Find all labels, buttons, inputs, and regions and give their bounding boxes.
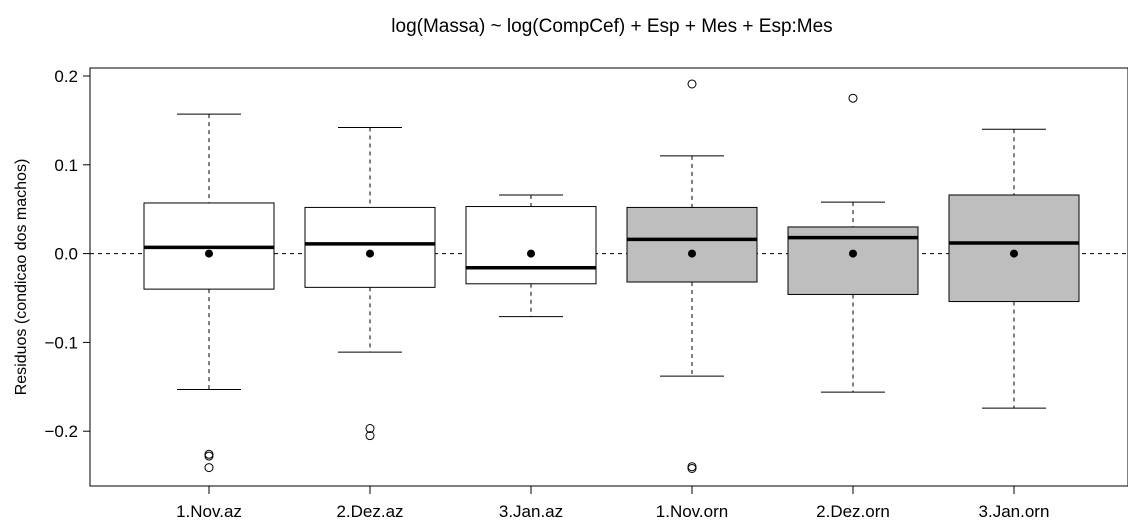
y-tick-label: 0.2	[54, 67, 78, 86]
y-axis-label: Residuos (condicao dos machos)	[13, 159, 30, 396]
outlier-point	[204, 463, 214, 473]
outlier-point	[687, 462, 697, 472]
plot-frame	[89, 67, 1128, 487]
mean-point	[366, 249, 374, 258]
x-tick-label: 1.Nov.az	[176, 502, 242, 521]
x-tick-label: 3.Jan.az	[499, 502, 563, 521]
outlier-point	[204, 449, 214, 459]
box	[948, 194, 1080, 303]
x-tick-label: 2.Dez.az	[336, 502, 403, 521]
box	[465, 206, 597, 285]
x-tick-label: 1.Nov.orn	[656, 502, 728, 521]
outlier-point	[687, 463, 697, 473]
box	[304, 206, 436, 288]
y-tick-label: −0.2	[44, 422, 78, 441]
outlier-point	[687, 79, 697, 89]
mean-point	[688, 249, 696, 258]
plot-layer: −0.2 −0.1 0.0 0.1 0.2 1.Nov.az 2.Dez.az 3.Jan.a…	[44, 67, 1128, 521]
mean-point	[1010, 249, 1018, 258]
outlier-point	[365, 424, 375, 434]
box	[626, 206, 758, 283]
mean-point	[205, 249, 213, 258]
x-tick-label: 3.Jan.orn	[979, 502, 1050, 521]
y-tick-label: −0.1	[44, 333, 78, 352]
x-tick-label: 2.Dez.orn	[816, 502, 890, 521]
mean-point	[849, 249, 857, 258]
outlier-point	[848, 93, 858, 103]
chart-title: log(Massa) ~ log(CompCef) + Esp + Mes + …	[391, 16, 832, 37]
mean-point	[527, 249, 535, 258]
outlier-point	[204, 451, 214, 461]
y-tick-label: 0.1	[54, 156, 78, 175]
outlier-point	[365, 431, 375, 441]
y-tick-label: 0.0	[54, 245, 78, 264]
